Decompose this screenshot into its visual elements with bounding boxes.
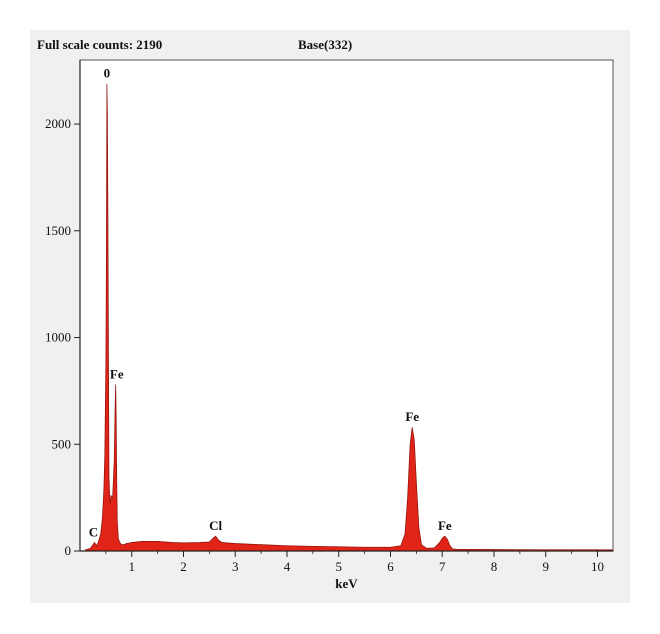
x-tick-label: 1 [128,559,135,574]
x-tick-label: 10 [591,559,604,574]
peak-label: Fe [110,366,124,381]
y-tick-label: 2000 [45,116,71,131]
full-scale-label: Full scale counts: 2190 [37,37,163,52]
x-tick-label: 6 [387,559,394,574]
peak-label: C [89,524,98,539]
peak-label: Fe [405,409,419,424]
x-tick-label: 4 [284,559,291,574]
x-tick-label: 7 [439,559,446,574]
y-tick-label: 1500 [45,223,71,238]
plot-frame [79,59,614,552]
x-axis-title: keV [335,576,358,591]
spectrum-series-0 [84,83,614,552]
peak-label: Cl [209,518,222,533]
x-tick-label: 8 [491,559,498,574]
x-tick-label: 2 [180,559,187,574]
x-tick-label: 3 [232,559,239,574]
peak-label: Fe [438,518,452,533]
x-tick-label: 5 [335,559,342,574]
x-tick-label: 9 [542,559,549,574]
y-tick-label: 0 [65,543,72,558]
y-tick-label: 1000 [45,330,71,345]
base-label: Base(332) [298,37,353,52]
y-tick-label: 500 [52,436,72,451]
peak-label: 0 [104,65,111,80]
